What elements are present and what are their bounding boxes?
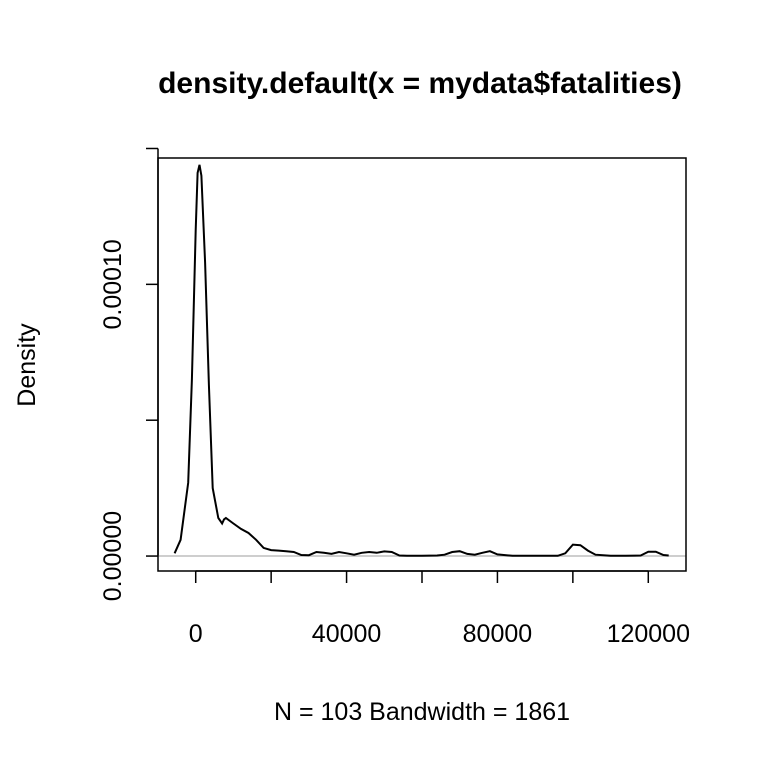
x-tick-label: 120000 (607, 620, 690, 648)
chart-title: density.default(x = mydata$fatalities) (158, 67, 682, 100)
x-tick-label: 40000 (312, 620, 382, 648)
plot-frame (157, 157, 687, 572)
y-axis: 0.00000 0.00010 (99, 147, 159, 601)
x-tick-label: 80000 (463, 620, 533, 648)
x-axis: 0 40000 80000 120000 (189, 570, 690, 648)
y-axis-label: Density (13, 323, 41, 407)
x-axis-label: N = 103 Bandwidth = 1861 (274, 698, 570, 726)
y-tick-label: 0.00010 (99, 239, 127, 329)
density-curve (173, 164, 669, 557)
x-tick-label: 0 (189, 620, 203, 648)
y-tick-label: 0.00000 (99, 511, 127, 601)
